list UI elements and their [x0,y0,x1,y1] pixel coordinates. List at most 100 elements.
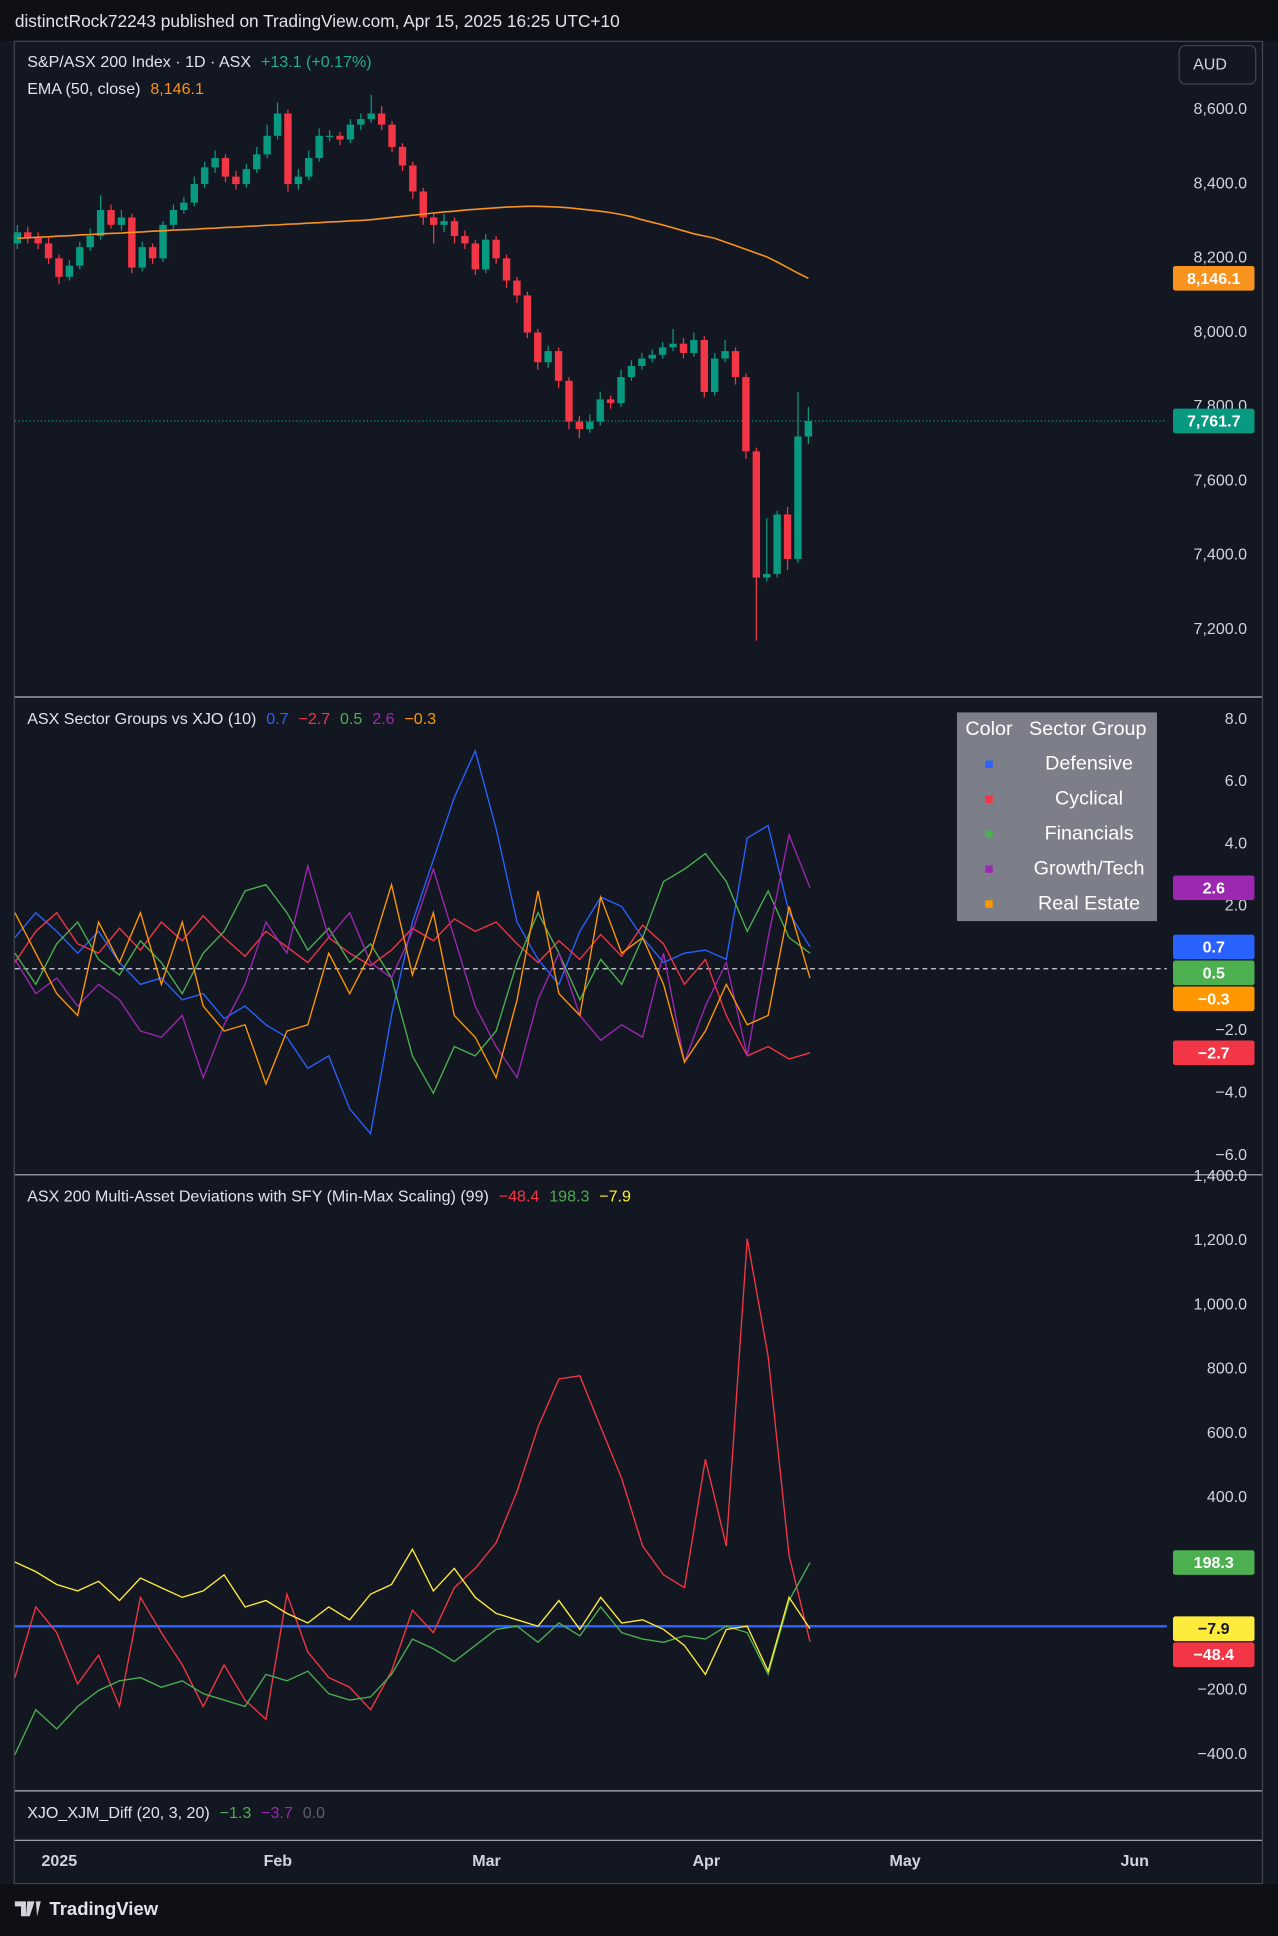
currency-button[interactable] [1178,45,1257,85]
candle-body [544,351,552,363]
logo-icon [14,1901,41,1917]
candle-body [180,202,188,211]
y-tick-label: 7,200.0 [1194,620,1248,638]
footer-bar [0,1884,1278,1936]
legend-value: −48.4 [499,1188,540,1206]
candle-body [107,210,115,225]
frame [13,40,1264,1885]
candle-body [294,176,303,185]
candle-body [273,113,282,136]
candle-body [648,354,656,359]
candle-body [575,421,584,430]
legend-swatch [985,760,993,768]
candle-body [752,451,761,578]
legend-value: 2.6 [372,710,394,728]
y-tick-label: −4.0 [1215,1083,1247,1101]
candle-body [34,237,42,244]
legend-table: Color Sector Group Defensive Cyclical Financ… [956,712,1157,922]
y-tick-label: 7,600.0 [1194,471,1248,489]
candle-body [409,165,417,192]
candle-body [534,332,542,363]
candle-body [596,399,604,422]
candle-body [148,247,157,259]
x-tick-label: Feb [264,1852,293,1870]
tv-logo: TradingView [14,1898,159,1919]
legend-value: 0.5 [340,710,362,728]
candle-body [128,217,136,268]
price-badge [1173,1040,1255,1066]
y-tick-label: 800.0 [1207,1360,1247,1378]
candle-body [211,158,219,168]
candle-body [763,573,771,578]
price-badge-label: −2.7 [1198,1044,1230,1062]
price-badge [1173,265,1255,291]
y-tick-label: 600.0 [1207,1424,1247,1442]
price-badge-label: −48.4 [1193,1646,1234,1664]
candle-body [742,377,750,452]
candle-body [690,339,698,353]
pane-title: ASX 200 Multi-Asset Deviations with SFY … [27,1188,489,1206]
legend-label: Financials [1045,822,1134,844]
candle-body [55,258,63,277]
candle-body [325,135,334,138]
candle-body [669,343,677,348]
price-badge [1173,1616,1255,1642]
candle-body [117,217,126,225]
y-tick-label: 8,000.0 [1194,323,1248,341]
candle-body [284,113,292,185]
pane-title: S&P/ASX 200 Index · 1D · ASX [27,53,251,71]
candle-body [450,221,459,237]
y-tick-label: 8,200.0 [1194,249,1248,267]
overlay-value: 8,146.1 [150,80,204,98]
candle-body [700,339,708,392]
price-badge [1173,1642,1255,1668]
candle-body [606,399,615,404]
candle-body [86,236,94,248]
candle-body [169,210,178,225]
y-tick-label: 2.0 [1225,897,1247,915]
x-tick-label: 2025 [41,1852,77,1870]
x-tick-label: Jun [1120,1852,1149,1870]
y-tick-label: 8,400.0 [1194,174,1248,192]
series-line [14,1562,811,1755]
candle-body [76,247,84,266]
candle-body [482,239,490,270]
candle-body [554,351,563,381]
legend-value: −0.3 [404,710,436,728]
y-tick-label: 1,000.0 [1194,1295,1248,1313]
candle-body [471,243,480,270]
candle-body [388,124,396,147]
candle-body [65,265,74,277]
price-badge-label: 8,146.1 [1187,270,1241,288]
series-line [14,911,811,1060]
legend-label: Real Estate [1038,892,1140,914]
candle-body [44,243,53,259]
series-line [14,1547,811,1676]
candle-body [159,224,167,259]
pane-title: ASX Sector Groups vs XJO (10) [27,710,256,728]
pane-legend: EMA (50, close) 8,146.1 [27,80,204,98]
price-badge [1173,408,1255,434]
series-line [14,748,811,1136]
candle-body [773,514,781,574]
pane-legend: XJO_XJM_Diff (20, 3, 20) −1.3 −3.7 0.0 [27,1804,325,1822]
legend-value: −1.3 [220,1804,252,1822]
pane-title: XJO_XJM_Diff (20, 3, 20) [27,1804,210,1822]
price-badge-label: −7.9 [1198,1620,1230,1638]
series-line [14,882,811,1086]
legend-swatch [985,900,993,908]
pane-legend: S&P/ASX 200 Index · 1D · ASX +13.1 (+0.17… [27,53,371,71]
y-tick-label: 400.0 [1207,1488,1247,1506]
price-badge [1173,934,1255,960]
y-tick-label: 1,200.0 [1194,1231,1248,1249]
candle-body [200,167,209,185]
candle-body [721,351,729,359]
legend-box [956,712,1157,922]
currency[interactable]: AUD [1193,56,1227,74]
y-tick-label: 6.0 [1225,772,1247,790]
candle-body [96,210,105,237]
candle-body [794,436,802,560]
series-line [14,1238,811,1721]
